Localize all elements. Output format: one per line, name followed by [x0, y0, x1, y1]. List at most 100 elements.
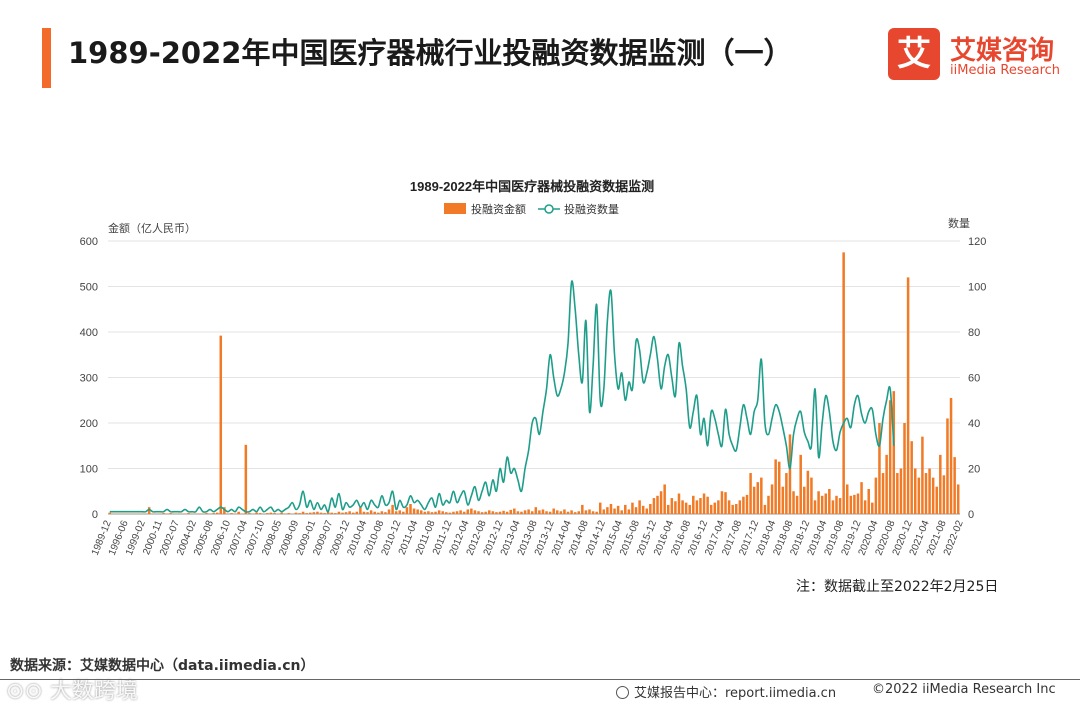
amount-bar	[896, 473, 899, 514]
amount-bar	[642, 506, 645, 514]
amount-bar	[205, 513, 208, 514]
amount-bar	[391, 505, 394, 514]
chart-grid	[108, 241, 960, 514]
amount-bar	[420, 510, 423, 514]
amount-bar	[348, 511, 351, 514]
amount-bar	[481, 512, 484, 514]
amount-bar	[220, 336, 223, 514]
amount-bar	[187, 513, 190, 514]
y-tick-label: 300	[80, 373, 98, 385]
amount-bar	[796, 496, 799, 514]
amount-bar	[810, 478, 813, 514]
amount-bar	[914, 469, 917, 515]
amount-bar	[835, 496, 838, 514]
amount-bar	[739, 500, 742, 514]
amount-bar	[585, 510, 588, 514]
amount-bar	[710, 505, 713, 514]
amount-bar	[470, 509, 473, 514]
amount-bar	[871, 503, 874, 514]
amount-bar	[409, 504, 412, 514]
amount-bar	[774, 459, 777, 514]
amount-bar	[509, 510, 512, 514]
amount-bar	[799, 455, 802, 514]
y2-tick-label: 40	[968, 418, 980, 430]
amount-bar	[875, 478, 878, 514]
amount-bar	[617, 506, 620, 514]
amount-bar	[484, 512, 487, 514]
amount-bar	[839, 498, 842, 514]
amount-bar	[248, 513, 251, 514]
amount-bar	[309, 513, 312, 514]
amount-bar	[230, 513, 233, 514]
amount-bar	[817, 491, 820, 514]
amount-bar	[416, 509, 419, 514]
amount-bar	[524, 510, 527, 514]
amount-bar	[595, 512, 598, 514]
amount-bar	[688, 505, 691, 514]
amount-bar	[825, 494, 828, 514]
amount-bar	[520, 512, 523, 514]
amount-bar	[577, 511, 580, 514]
legend-count-label: 投融资数量	[564, 202, 619, 216]
amount-bar	[502, 511, 505, 514]
amount-bar	[320, 513, 323, 514]
amount-bar	[721, 491, 724, 514]
amount-bar	[635, 507, 638, 514]
amount-bar	[377, 513, 380, 514]
amount-bar	[356, 512, 359, 514]
amount-bar	[316, 512, 319, 514]
amount-bar	[495, 512, 498, 514]
amount-bar	[567, 512, 570, 514]
amount-bar	[563, 509, 566, 514]
amount-bar	[889, 400, 892, 514]
amount-bar	[746, 495, 749, 514]
amount-bar	[441, 511, 444, 514]
y-tick-label: 200	[80, 418, 98, 430]
amount-bar	[352, 513, 355, 514]
amount-bar	[531, 511, 534, 514]
amount-bar	[288, 513, 291, 514]
amount-bar	[620, 510, 623, 514]
amount-bar	[953, 457, 956, 514]
amount-bar	[771, 484, 774, 514]
amount-bar	[216, 513, 219, 514]
amount-bar	[935, 487, 938, 514]
amount-bar	[570, 510, 573, 514]
y2-axis-label: 数量	[948, 217, 970, 230]
legend-amount-label: 投融资金额	[471, 202, 526, 216]
amount-bar	[399, 510, 402, 514]
footer-copyright: ©2022 iiMedia Research Inc	[872, 682, 1056, 697]
amount-bar	[714, 503, 717, 514]
amount-bar	[359, 507, 362, 514]
amount-bar	[671, 498, 674, 514]
amount-bar	[513, 509, 516, 514]
amount-bar	[943, 475, 946, 514]
x-axis-ticks: 1989-121996-061999-022000-112002-072004-…	[90, 519, 966, 558]
amount-bar	[427, 511, 430, 514]
amount-bar	[305, 513, 308, 514]
amount-bar	[803, 487, 806, 514]
amount-bar	[842, 252, 845, 514]
amount-bar	[628, 509, 631, 514]
amount-bar	[273, 513, 276, 514]
amount-bar	[366, 512, 369, 514]
amount-bar	[431, 512, 434, 514]
amount-bar	[434, 512, 437, 514]
amount-bar	[760, 478, 763, 514]
amount-bar	[742, 497, 745, 514]
amount-bar	[756, 482, 759, 514]
amount-bar	[789, 434, 792, 514]
amount-bar	[280, 513, 283, 514]
amount-bar	[728, 500, 731, 514]
amount-bar	[313, 512, 316, 514]
amount-bar	[857, 494, 860, 514]
data-source: 数据来源：艾媒数据中心（data.iimedia.cn）	[10, 655, 314, 675]
amount-bar	[925, 473, 928, 514]
watermark: ⊙⊙ 大数跨境	[6, 673, 138, 705]
amount-bar	[638, 500, 641, 514]
amount-bar	[864, 500, 867, 514]
y2-tick-label: 80	[968, 327, 980, 339]
amount-bar	[549, 512, 552, 514]
y-tick-label: 500	[80, 282, 98, 294]
amount-bar	[907, 277, 910, 514]
